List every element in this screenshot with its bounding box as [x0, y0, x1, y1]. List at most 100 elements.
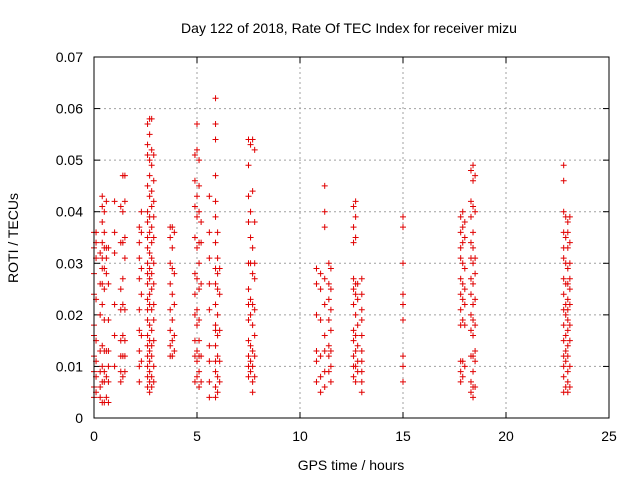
data-point [350, 224, 357, 231]
data-point [350, 373, 357, 380]
data-point [169, 353, 176, 360]
data-point [358, 317, 365, 324]
data-point [111, 229, 118, 236]
data-point [354, 322, 361, 329]
data-point [169, 265, 176, 272]
data-point [206, 342, 213, 349]
data-point [196, 260, 203, 267]
data-point [467, 327, 474, 334]
data-point [167, 280, 174, 287]
data-point [247, 358, 254, 365]
data-point [105, 363, 112, 370]
x-tick-label: 10 [292, 428, 308, 444]
data-point [150, 363, 157, 370]
data-point [198, 219, 205, 226]
data-point [564, 219, 571, 226]
data-point [562, 358, 569, 365]
data-point [249, 244, 256, 251]
data-point [354, 342, 361, 349]
data-point [99, 280, 106, 287]
data-point [461, 234, 468, 241]
data-point [144, 182, 151, 189]
y-tick-label: 0 [75, 410, 83, 426]
data-point [313, 265, 320, 272]
data-point [352, 213, 359, 220]
data-point [214, 332, 221, 339]
data-point [352, 234, 359, 241]
data-point [167, 342, 174, 349]
data-point [191, 203, 198, 210]
data-point [457, 291, 464, 298]
data-point [105, 378, 112, 385]
data-point [121, 306, 128, 313]
data-point [194, 358, 200, 365]
data-point [196, 208, 203, 215]
data-point [564, 317, 571, 324]
data-point [317, 317, 324, 324]
data-point [459, 280, 466, 287]
data-point [148, 255, 155, 262]
data-point [99, 342, 106, 349]
data-point [251, 260, 258, 267]
data-point [251, 306, 258, 313]
data-point [212, 394, 219, 401]
data-point [327, 306, 334, 313]
data-point [144, 234, 151, 241]
data-point [196, 368, 203, 375]
data-point [146, 389, 153, 396]
data-point [560, 255, 567, 262]
data-point [245, 286, 252, 293]
data-point [352, 198, 359, 205]
data-point [206, 394, 213, 401]
data-point [358, 332, 365, 339]
data-point [317, 353, 324, 360]
data-point [560, 275, 567, 282]
data-point [138, 332, 145, 339]
data-point [148, 146, 155, 153]
data-point [194, 121, 200, 128]
data-point [560, 162, 567, 169]
y-tick-label: 0.05 [56, 152, 83, 168]
data-point [216, 358, 223, 365]
data-point [470, 368, 477, 375]
data-point [352, 311, 359, 318]
data-point [97, 249, 104, 256]
data-point [103, 394, 110, 401]
data-point [467, 239, 474, 246]
data-point [459, 358, 466, 365]
data-point [459, 224, 466, 231]
data-point [105, 399, 112, 406]
data-point [206, 255, 213, 262]
data-point [216, 378, 223, 385]
data-point [457, 213, 464, 220]
data-point [564, 389, 571, 396]
data-point [459, 296, 466, 303]
data-point [400, 378, 406, 385]
data-point [144, 296, 151, 303]
data-point [121, 198, 128, 205]
data-point [194, 193, 200, 200]
y-tick-label: 0.07 [56, 49, 83, 65]
data-point [138, 358, 145, 365]
data-point [196, 182, 203, 189]
data-point [212, 213, 219, 220]
data-point [212, 368, 219, 375]
data-point [171, 270, 178, 277]
data-point [144, 317, 151, 324]
data-point [214, 311, 221, 318]
data-point [111, 363, 118, 370]
data-point [169, 291, 176, 298]
data-point [212, 239, 219, 246]
data-points [91, 95, 573, 406]
data-point [212, 172, 219, 179]
x-tick-label: 15 [395, 428, 411, 444]
data-point [198, 378, 205, 385]
data-point [400, 353, 406, 360]
data-point [136, 306, 143, 313]
data-point [245, 353, 252, 360]
data-point [358, 378, 365, 385]
data-point [352, 291, 359, 298]
data-point [214, 389, 221, 396]
data-point [350, 203, 357, 210]
